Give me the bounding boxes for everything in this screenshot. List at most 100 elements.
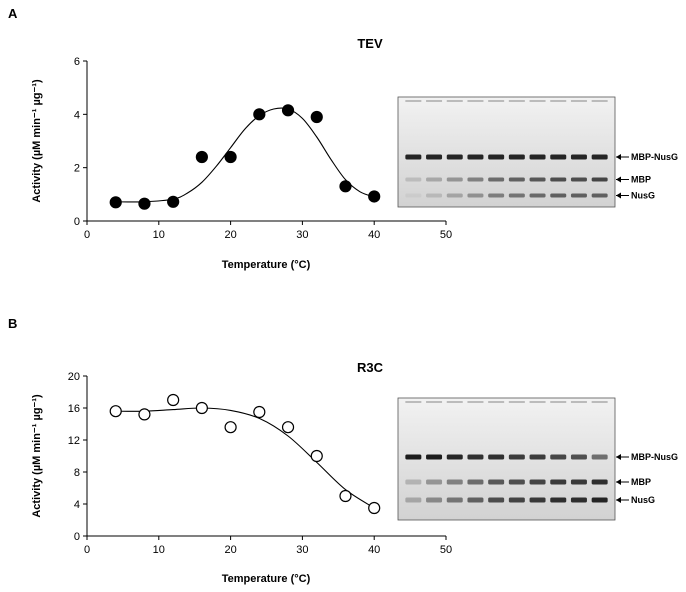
tev-x-tick-label: 30: [296, 229, 308, 241]
tev-data-point: [195, 150, 208, 164]
r3c-data-point: [167, 393, 180, 407]
tev-data-point: [253, 108, 266, 121]
r3c-gel-well: [488, 401, 505, 403]
tev-gel-well: [570, 100, 587, 102]
tev-gel-band-nusg: [405, 193, 422, 198]
r3c-x-tick-label: 30: [296, 544, 308, 556]
tev-data-point: [224, 150, 237, 164]
r3c-gel-band-nusg: [467, 497, 484, 503]
x-axis-label-a: Temperature (°C): [222, 259, 311, 271]
tev-gel-well: [550, 100, 567, 102]
tev-gel-background: [397, 96, 616, 208]
chart-title-tev: TEV: [357, 36, 383, 51]
r3c-x-tick-label: 40: [368, 544, 380, 556]
tev-data-point: [310, 110, 323, 124]
r3c-y-tick-label: 20: [68, 371, 80, 383]
tev-gel-band-nusg: [467, 193, 484, 198]
r3c-gel-band-nusg: [405, 497, 422, 503]
r3c-x-tick-label: 10: [153, 544, 165, 556]
r3c-gel-well: [529, 401, 546, 403]
tev-gel-band-nusg: [591, 193, 608, 198]
tev-gel-band-mbp: [570, 177, 587, 182]
r3c-gel-band-mbp-nusg: [488, 454, 505, 460]
r3c-band-label-mbp-nusg: MBP-NusG: [631, 452, 678, 462]
tev-y-tick-label: 6: [74, 56, 80, 68]
r3c-gel-band-mbp: [550, 479, 567, 485]
tev-gel-band-nusg: [529, 193, 546, 198]
r3c-gel-band-mbp: [488, 479, 505, 485]
r3c-gel-band-mbp: [508, 479, 525, 485]
tev-x-tick-label: 0: [84, 229, 90, 241]
r3c-data-point: [195, 401, 208, 415]
r3c-gel-well: [405, 401, 422, 403]
r3c-data-point: [310, 449, 323, 463]
r3c-y-tick-label: 16: [68, 403, 80, 415]
tev-gel-well: [488, 100, 505, 102]
r3c-gel-band-mbp-nusg: [550, 454, 567, 460]
tev-gel-band-mbp: [405, 177, 422, 182]
r3c-data-point: [281, 421, 295, 434]
tev-data-point: [138, 197, 151, 210]
r3c-gel-band-nusg: [446, 497, 463, 503]
r3c-gel-band-mbp: [446, 479, 463, 485]
tev-gel-band-mbp-nusg: [591, 154, 608, 160]
chart-title-r3c: R3C: [357, 360, 384, 375]
tev-gel-band-mbp-nusg: [570, 154, 587, 160]
tev-gel-well: [467, 100, 484, 102]
tev-gel-band-nusg: [550, 193, 567, 198]
r3c-gel-well: [508, 401, 525, 403]
r3c-data-point: [368, 501, 381, 515]
tev-band-label-mbp-nusg: MBP-NusG: [631, 152, 678, 162]
r3c-gel-well: [550, 401, 567, 403]
tev-band-label-mbp: MBP: [631, 175, 651, 185]
r3c-gel-band-nusg: [508, 497, 525, 503]
tev-data-point: [368, 190, 381, 203]
r3c-gel-band-mbp-nusg: [405, 454, 422, 460]
tev-gel-band-mbp: [508, 177, 525, 182]
r3c-gel-well: [570, 401, 587, 403]
tev-data-point: [167, 195, 180, 208]
r3c-gel-band-mbp: [529, 479, 546, 485]
tev-gel-band-mbp: [591, 177, 608, 182]
tev-gel-band-mbp: [446, 177, 463, 182]
tev-y-tick-label: 0: [74, 216, 80, 228]
gel-image-tev: MBP-NusG MBP NusG: [397, 96, 678, 208]
r3c-y-tick-label: 0: [74, 531, 80, 543]
r3c-band-arrowhead: [616, 479, 621, 485]
r3c-band-label-nusg: NusG: [631, 495, 655, 505]
tev-gel-band-nusg: [446, 193, 463, 198]
r3c-data-point: [339, 489, 352, 503]
chart-tev: 0 2 4 6 0 10 20 30 40 50: [74, 56, 452, 241]
tev-x-tick-label: 40: [368, 229, 380, 241]
tev-gel-band-mbp-nusg: [529, 154, 546, 160]
r3c-y-tick-label: 4: [74, 499, 80, 511]
gel-image-r3c: MBP-NusG MBP NusG: [397, 397, 678, 521]
r3c-gel-well: [467, 401, 484, 403]
tev-gel-well: [446, 100, 463, 102]
r3c-gel-band-mbp: [405, 479, 422, 485]
r3c-x-tick-label: 0: [84, 544, 90, 556]
tev-gel-band-nusg: [570, 193, 587, 198]
tev-band-label-nusg: NusG: [631, 191, 655, 201]
tev-gel-band-nusg: [488, 193, 505, 198]
tev-x-tick-label: 10: [153, 229, 165, 241]
tev-x-tick-label: 20: [224, 229, 236, 241]
tev-gel-band-mbp: [550, 177, 567, 182]
tev-gel-band-mbp-nusg: [405, 154, 422, 160]
r3c-band-arrowhead: [616, 454, 621, 460]
r3c-gel-band-mbp-nusg: [570, 454, 587, 460]
tev-gel-well: [508, 100, 525, 102]
y-axis-label-b: Activity (µM min⁻¹ µg⁻¹): [31, 394, 43, 518]
r3c-gel-band-mbp-nusg: [529, 454, 546, 460]
r3c-data-point: [138, 408, 151, 421]
r3c-gel-band-nusg: [488, 497, 505, 503]
r3c-gel-band-nusg: [550, 497, 567, 503]
tev-y-tick-label: 2: [74, 163, 80, 175]
tev-gel-band-mbp: [488, 177, 505, 182]
tev-gel-band-nusg: [508, 193, 525, 198]
r3c-x-tick-label: 50: [440, 544, 452, 556]
y-axis-label-a: Activity (µM min⁻¹ µg⁻¹): [31, 79, 43, 203]
r3c-gel-band-mbp: [467, 479, 484, 485]
tev-gel-band-mbp-nusg: [426, 154, 443, 160]
